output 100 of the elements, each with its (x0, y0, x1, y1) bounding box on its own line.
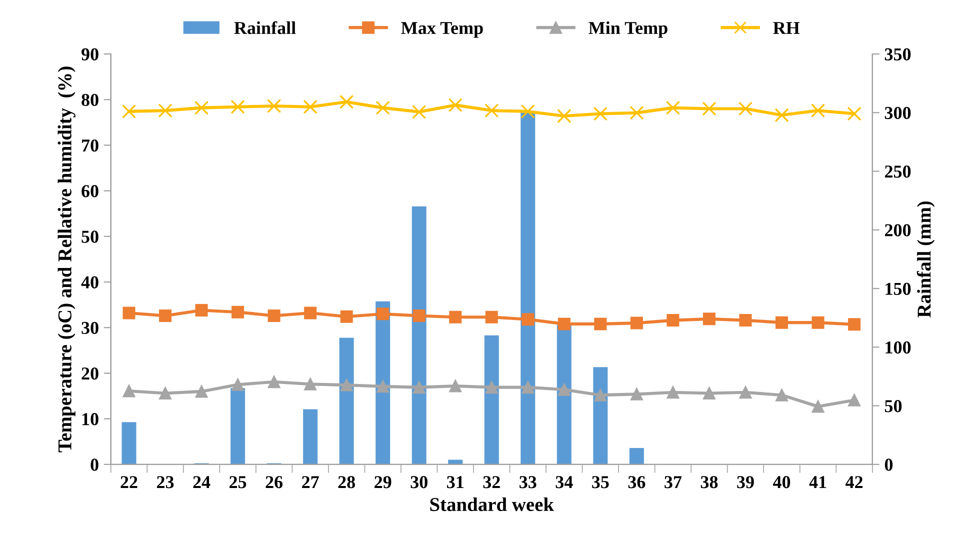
point (158, 103, 172, 118)
legend-label: Rainfall (234, 21, 296, 34)
point (848, 318, 861, 331)
y2-axis-title: Rainfall (mm) (916, 201, 935, 318)
point (412, 309, 426, 322)
x-tick-label: 25 (230, 476, 246, 488)
point (412, 104, 426, 119)
point (702, 312, 716, 326)
point (339, 94, 354, 109)
y-tick-label: 70 (82, 139, 98, 152)
point (630, 388, 643, 400)
point (266, 98, 282, 114)
x-tick-label: 26 (266, 476, 283, 488)
point (376, 380, 390, 393)
point (558, 383, 570, 396)
x-axis-title: Standard week (430, 497, 554, 512)
y-tick-label: 90 (81, 48, 98, 60)
y-tick-label: 20 (82, 367, 98, 380)
x-tick-label: 30 (410, 476, 428, 488)
x-tick-label: 35 (592, 476, 609, 488)
point (448, 98, 462, 112)
point (449, 310, 462, 324)
x-tick-label: 29 (374, 476, 392, 488)
y-tick-label: 10 (82, 413, 98, 426)
bar (303, 409, 318, 464)
point (522, 381, 534, 394)
point (159, 309, 172, 322)
x-tick-label: 22 (120, 476, 138, 488)
point (412, 381, 426, 394)
point (340, 378, 353, 392)
bar (520, 112, 536, 464)
point (304, 378, 317, 390)
legend-label: RH (773, 22, 800, 34)
y2-tick-label: 250 (884, 166, 911, 178)
point (449, 380, 462, 392)
point (230, 100, 245, 114)
bar (412, 206, 426, 464)
x-tick-label: 33 (520, 476, 536, 488)
point (702, 387, 716, 400)
y-tick-label: 60 (82, 185, 98, 198)
bar (556, 324, 572, 464)
point (810, 103, 826, 118)
point (738, 102, 753, 116)
x-tick-label: 37 (664, 476, 682, 488)
y2-tick-label: 350 (884, 48, 911, 60)
x-tick-label: 32 (483, 476, 500, 488)
point (485, 310, 498, 324)
bar (484, 335, 499, 464)
x-tick-label: 41 (809, 476, 826, 488)
point (558, 318, 570, 330)
point (232, 306, 244, 318)
point (485, 381, 498, 394)
y2-tick-label: 200 (884, 224, 911, 236)
point (739, 386, 752, 399)
x-tick-label: 34 (556, 476, 573, 488)
y-axis-title: Temperature (oC) and Rellative humidity (%) (58, 66, 76, 452)
point (194, 100, 209, 115)
y-tick-label: 30 (82, 322, 98, 334)
point (484, 103, 499, 118)
point (304, 306, 317, 320)
point (847, 106, 862, 121)
legend-label: Min Temp (588, 21, 668, 38)
x-tick-label: 38 (700, 476, 718, 488)
point (520, 104, 535, 119)
x-tick-label: 31 (447, 476, 464, 488)
y2-tick-label: 0 (884, 458, 893, 471)
point (812, 400, 824, 413)
point (739, 314, 752, 327)
point (812, 316, 824, 329)
bar (230, 388, 246, 464)
point (122, 306, 136, 320)
point (268, 376, 280, 388)
point (376, 100, 390, 115)
point (666, 314, 680, 327)
point (630, 106, 644, 120)
bar (629, 448, 644, 464)
point (666, 386, 680, 399)
x-tick-label: 23 (156, 476, 174, 488)
x-tick-label: 28 (338, 476, 356, 488)
point (195, 304, 208, 317)
point (268, 309, 280, 322)
point (557, 108, 572, 124)
point (340, 310, 353, 323)
point (848, 394, 861, 406)
bar (448, 460, 463, 464)
y-tick-label: 50 (82, 230, 98, 243)
bar (339, 338, 354, 464)
x-tick-label: 36 (628, 476, 646, 488)
point (666, 100, 680, 115)
x-tick-label: 27 (302, 476, 319, 488)
point (776, 388, 788, 402)
point (376, 308, 390, 320)
point (122, 384, 136, 398)
point (593, 106, 608, 121)
x-tick-label: 40 (772, 476, 790, 488)
point (232, 378, 244, 391)
bar (122, 422, 136, 464)
point (776, 316, 788, 329)
y-tick-label: 0 (90, 458, 98, 471)
y-tick-label: 80 (82, 94, 98, 106)
